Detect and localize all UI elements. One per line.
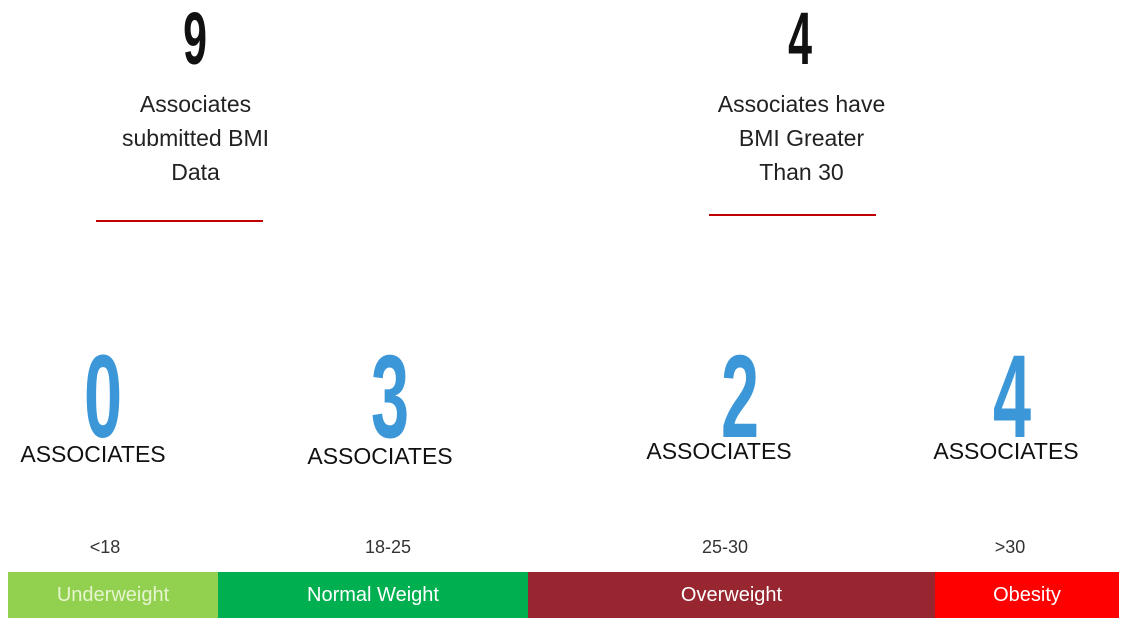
category-range: 25-30 bbox=[701, 537, 749, 557]
stat-text: Associates submitted BMI Data bbox=[122, 91, 269, 185]
category-count: 0 bbox=[83, 331, 123, 463]
category-range: <18 bbox=[89, 537, 121, 557]
divider bbox=[96, 220, 263, 222]
divider bbox=[709, 214, 876, 216]
category-band: Underweight bbox=[8, 572, 218, 618]
category-range: 18-25 bbox=[364, 537, 412, 557]
category-unit: ASSOCIATES bbox=[20, 441, 166, 467]
category-band: Normal Weight bbox=[218, 572, 528, 618]
category-count: 4 bbox=[992, 331, 1032, 463]
category-unit: ASSOCIATES bbox=[307, 443, 453, 469]
category-band: Overweight bbox=[528, 572, 935, 618]
category-unit: ASSOCIATES bbox=[646, 438, 792, 464]
category-unit: ASSOCIATES bbox=[933, 438, 1079, 464]
category-count: 2 bbox=[720, 331, 760, 463]
stat-text: Associates have BMI Greater Than 30 bbox=[717, 91, 886, 185]
category-count: 3 bbox=[370, 331, 410, 463]
category-range: >30 bbox=[994, 537, 1026, 557]
stat-number: 4 bbox=[788, 0, 812, 80]
category-band: Obesity bbox=[935, 572, 1119, 618]
stat-number: 9 bbox=[183, 0, 207, 80]
